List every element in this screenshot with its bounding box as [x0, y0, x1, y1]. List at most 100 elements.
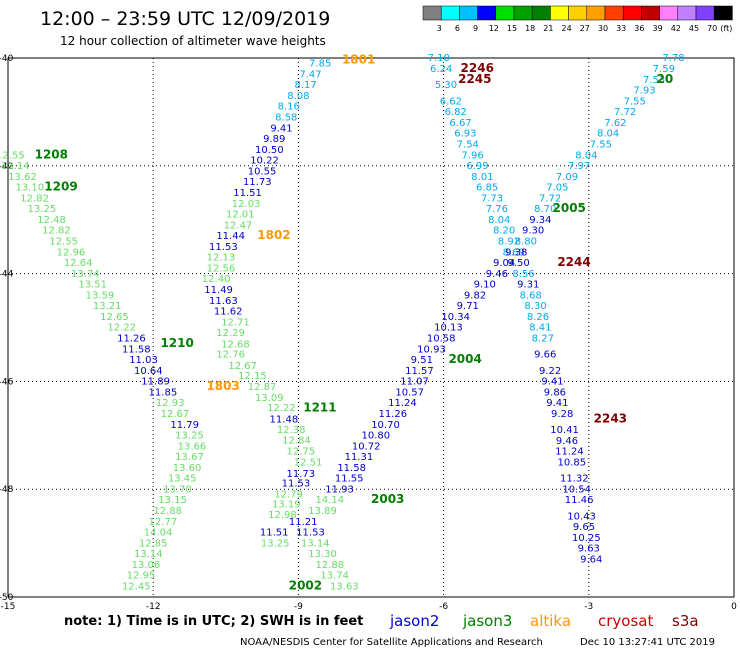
swh-reading: 11.57 — [405, 366, 434, 377]
swh-reading: 8.04 — [488, 215, 510, 226]
swh-reading: 12.48 — [37, 215, 66, 226]
color-swatch — [695, 5, 715, 21]
swh-reading: 8.92 — [498, 236, 520, 247]
swh-reading: 13.06 — [132, 560, 161, 571]
grid-lines — [7, 57, 735, 598]
y-tick-label: -44 — [0, 270, 14, 280]
color-swatch — [550, 5, 569, 21]
swh-reading: 12.55 — [0, 150, 25, 161]
swh-reading: 7.72 — [539, 193, 561, 204]
swh-reading: 12.77 — [149, 517, 178, 528]
footer-credit: NOAA/NESDIS Center for Satellite Applica… — [240, 637, 543, 648]
swh-reading: 8.26 — [527, 312, 549, 323]
pass-label: 2244 — [557, 255, 590, 269]
swh-reading: 7.93 — [633, 86, 655, 97]
color-scale-label: 33 — [616, 24, 626, 33]
y-tick-label: -42 — [0, 162, 13, 172]
swh-reading: 13.74 — [320, 571, 349, 582]
swh-reading: 11.58 — [337, 463, 366, 474]
swh-reading: 7.54 — [457, 139, 479, 150]
swh-reading: 12.51 — [294, 457, 323, 468]
x-tick-label: 0 — [731, 602, 737, 612]
swh-reading: 12.75 — [286, 447, 315, 458]
swh-reading: 10.64 — [134, 366, 163, 377]
wave-height-readings: 13.2511.5112.9813.1912.7911.5311.7312.51… — [0, 53, 685, 592]
swh-reading: 11.53 — [296, 528, 325, 539]
swh-reading: 12.47 — [224, 220, 253, 231]
color-swatch — [440, 5, 460, 21]
axis-tick-labels: -15 -12 -9 -6 -3 0 -40 -42 -44 -46 -48 -50 — [0, 54, 737, 612]
swh-reading: 10.55 — [248, 166, 277, 177]
color-scale-label: 15 — [507, 24, 517, 33]
swh-reading: 13.45 — [168, 474, 197, 485]
swh-reading: 11.46 — [565, 495, 594, 506]
swh-reading: 9.28 — [551, 409, 573, 420]
swh-reading: 12.95 — [127, 571, 156, 582]
swh-reading: 12.96 — [57, 247, 86, 258]
color-scale-label: 36 — [634, 24, 644, 33]
color-scale-label: 24 — [562, 24, 572, 33]
swh-reading: 8.30 — [524, 301, 546, 312]
swh-reading: 13.51 — [78, 280, 107, 291]
y-tick-label: -40 — [0, 54, 14, 64]
pass-label: 1210 — [160, 336, 193, 350]
swh-reading: 12.67 — [228, 361, 257, 372]
legend-altika: altika — [530, 612, 571, 630]
swh-reading: 13.63 — [330, 581, 359, 592]
swh-reading: 9.41 — [541, 377, 563, 388]
pass-label: 2243 — [594, 411, 627, 425]
swh-reading: 11.31 — [345, 452, 374, 463]
swh-reading: 13.67 — [175, 452, 204, 463]
chart-subtitle: 12 hour collection of altimeter wave hei… — [60, 34, 326, 48]
color-swatch — [477, 5, 497, 21]
swh-reading: 9.82 — [464, 290, 486, 301]
swh-reading: 7.10 — [428, 53, 450, 64]
swh-reading: 7.76 — [486, 204, 508, 215]
legend-s3a: s3a — [672, 612, 699, 630]
footer-timestamp: Dec 10 13:27:41 UTC 2019 — [580, 637, 715, 648]
swh-reading: 10.13 — [434, 323, 463, 334]
x-tick-label: -12 — [146, 602, 161, 612]
color-scale-legend: 3 6 9 12 15 18 21 24 27 30 33 36 39 42 45 70 (ft) — [422, 5, 733, 33]
swh-reading: 10.43 — [567, 511, 596, 522]
swh-reading: 9.46 — [486, 269, 508, 280]
swh-reading: 11.24 — [555, 447, 584, 458]
x-tick-label: -15 — [1, 602, 16, 612]
swh-reading: 10.41 — [550, 425, 579, 436]
swh-reading: 13.14 — [1, 161, 30, 172]
swh-reading: 6.85 — [476, 183, 498, 194]
plot-frame — [7, 57, 735, 598]
legend-jason2: jason2 — [389, 612, 439, 630]
pass-label: 20 — [657, 72, 674, 86]
swh-reading: 12.65 — [100, 312, 129, 323]
swh-reading: 9.46 — [556, 436, 578, 447]
swh-reading: 7.47 — [299, 69, 321, 80]
swh-reading: 9.38 — [505, 247, 527, 258]
swh-reading: 11.73 — [286, 469, 315, 480]
swh-reading: 11.26 — [117, 334, 146, 345]
swh-reading: 9.41 — [546, 398, 568, 409]
swh-reading: 8.20 — [493, 226, 515, 237]
swh-reading: 11.49 — [204, 285, 233, 296]
y-tick-label: -46 — [0, 377, 14, 387]
swh-reading: 12.79 — [274, 489, 303, 500]
swh-reading: 13.89 — [308, 506, 337, 517]
swh-reading: 13.14 — [134, 549, 163, 560]
swh-reading: 8.04 — [575, 150, 597, 161]
color-swatch — [677, 5, 697, 21]
swh-reading: 11.32 — [560, 474, 589, 485]
swh-reading: 11.07 — [400, 377, 429, 388]
swh-reading: 10.80 — [362, 431, 391, 442]
swh-reading: 10.72 — [352, 441, 381, 452]
swh-reading: 7.78 — [662, 53, 684, 64]
swh-reading: 12.84 — [282, 435, 311, 446]
color-scale-label: 9 — [473, 24, 478, 33]
legend-cryosat: cryosat — [598, 612, 653, 630]
swh-reading: 12.98 — [268, 510, 297, 521]
swh-reading: 12.87 — [248, 382, 277, 393]
pass-label: 1802 — [257, 228, 290, 242]
color-scale-label: 39 — [653, 24, 663, 33]
footer-note: note: 1) Time is in UTC; 2) SWH is in fe… — [64, 614, 363, 629]
swh-reading: 9.71 — [457, 301, 479, 312]
